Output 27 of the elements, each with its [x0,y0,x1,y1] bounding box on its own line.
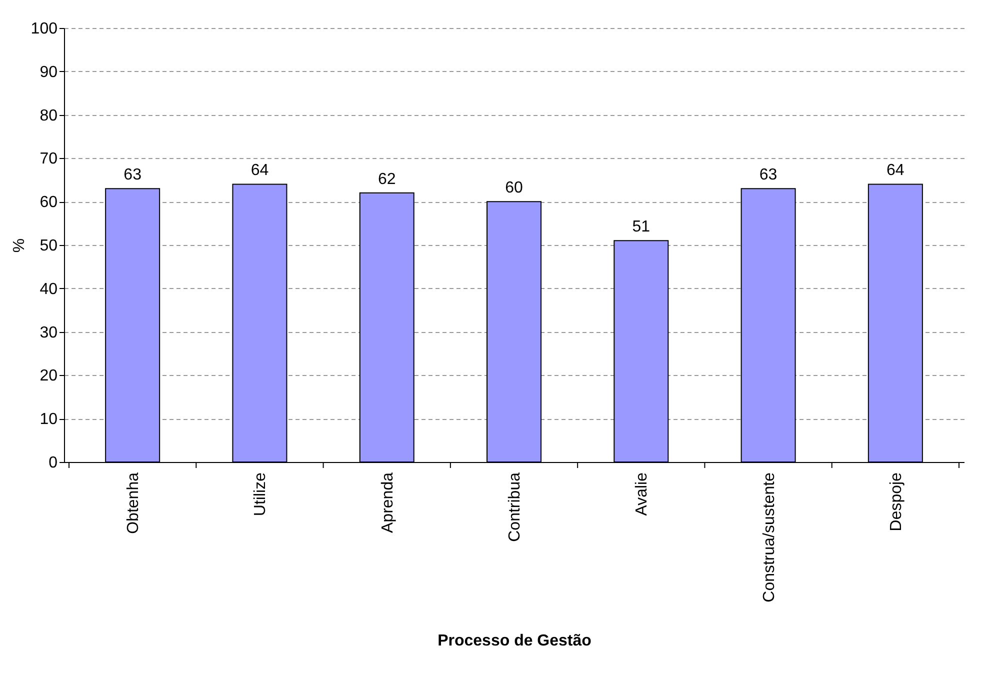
data-label: 51 [632,218,650,236]
x-tick-label: Construa/sustente [760,472,778,602]
data-label: 62 [378,170,396,188]
x-tick-label: Despoje [888,472,905,532]
x-tick-label: Obtenha [125,472,142,534]
y-tick-label: 70 [40,150,58,168]
data-label: 60 [505,180,523,197]
x-tick-label: Contribua [506,472,524,542]
y-tick-label: 100 [30,20,58,38]
y-tick-label: 30 [40,324,58,342]
y-tick-label: 20 [40,368,58,385]
y-tick-label: 50 [40,238,58,254]
data-label: 64 [250,162,269,180]
x-tick-label: Aprenda [379,472,396,533]
data-label: 63 [759,166,778,184]
x-axis-title: Processo de Gestão [438,632,592,650]
y-tick-label: 60 [40,194,58,212]
y-axis-title: % [10,238,28,253]
data-label: 63 [124,166,142,184]
y-tick-label: 10 [40,411,58,428]
y-tick-label: 90 [40,64,58,81]
data-label: 64 [886,162,904,180]
y-tick-label: 0 [48,454,58,472]
x-tick-label: Avalie [634,472,651,516]
x-tick-label: Utilize [252,472,270,516]
y-tick-label: 80 [40,107,58,124]
y-tick-label: 40 [40,280,58,298]
